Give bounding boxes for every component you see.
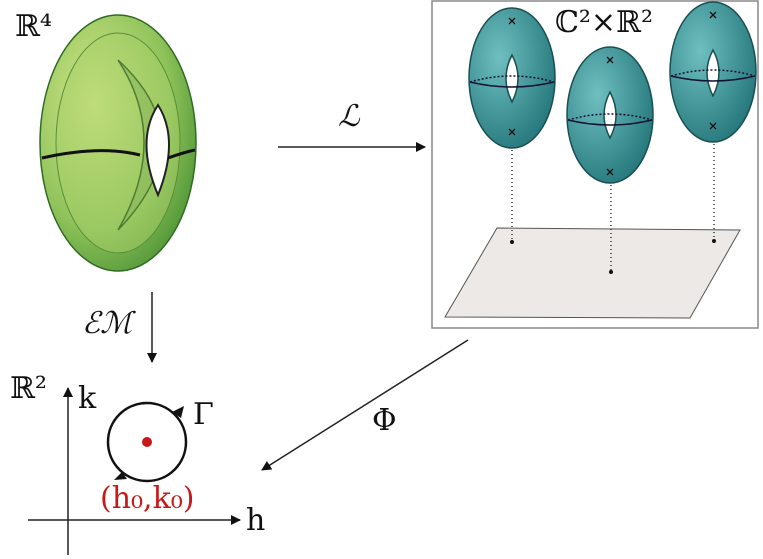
label: ℝ² bbox=[10, 371, 47, 406]
label: k bbox=[78, 381, 97, 416]
plane bbox=[444, 227, 741, 319]
center-point bbox=[142, 437, 152, 447]
label: h bbox=[246, 503, 265, 538]
base-points bbox=[510, 239, 716, 274]
singular-points bbox=[508, 11, 717, 176]
label: ℒ bbox=[338, 99, 361, 134]
projections bbox=[511, 144, 715, 272]
label: ℂ²×ℝ² bbox=[555, 5, 653, 40]
label: Γ bbox=[193, 397, 214, 432]
label: Φ bbox=[372, 403, 397, 438]
gamma-loop bbox=[106, 401, 188, 483]
fibers bbox=[468, 1, 757, 184]
label: ℝ⁴ bbox=[15, 9, 52, 44]
arrow-phi bbox=[261, 339, 469, 471]
loop-arrows bbox=[114, 406, 184, 480]
torus bbox=[39, 14, 197, 272]
label: (h₀,k₀) bbox=[100, 481, 195, 516]
label: ℰℳ bbox=[82, 306, 136, 341]
